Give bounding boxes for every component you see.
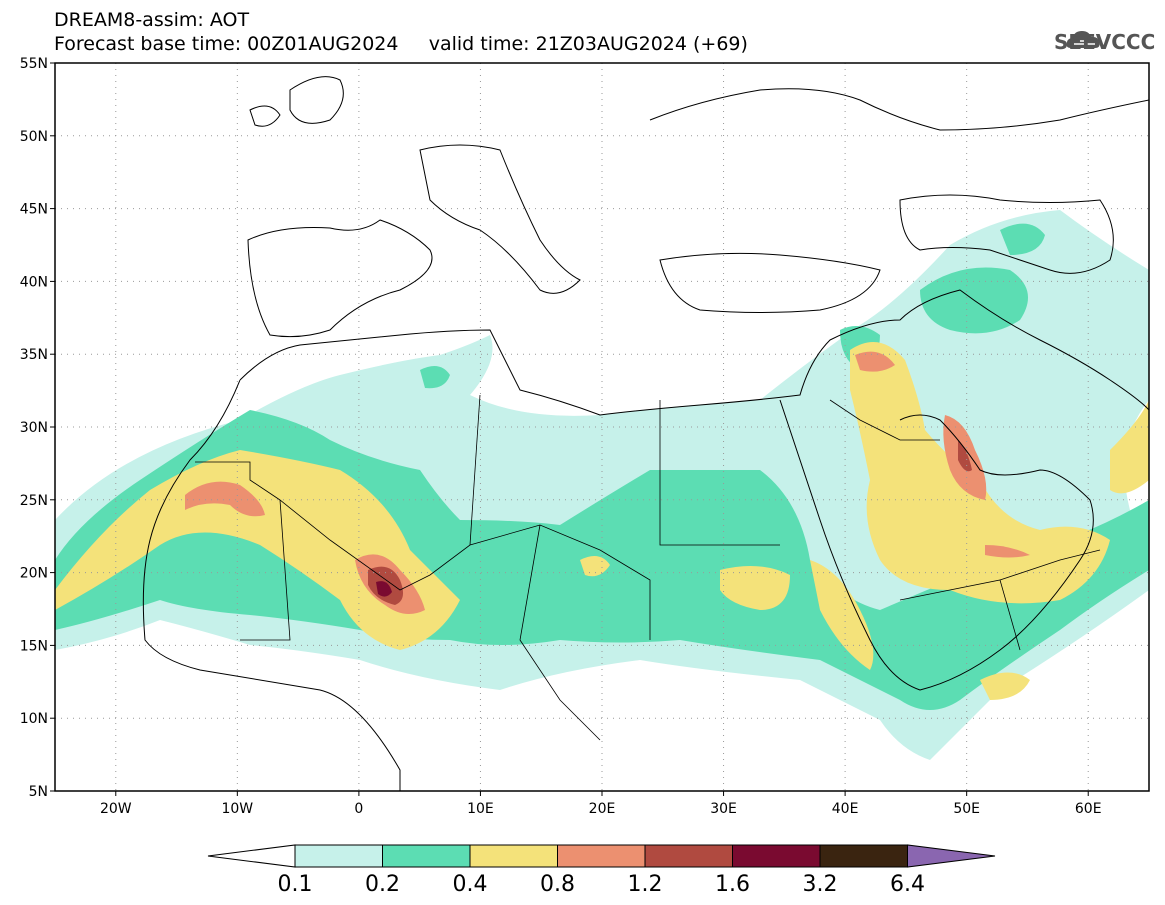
colorbar-under-arrow (207, 844, 296, 868)
colorbar-label: 0.2 (365, 872, 400, 897)
aot-level-0.4 (55, 342, 1149, 700)
lat-tick-label: 45N (20, 202, 48, 218)
colorbar-segment (644, 844, 733, 868)
lon-tick-label: 20E (589, 801, 616, 817)
lat-tick-label: 20N (20, 566, 48, 582)
aot-field (55, 210, 1149, 760)
colorbar: 0.1 0.2 0.4 0.8 1.2 1.6 3.2 6.4 (207, 844, 996, 897)
base-time: Forecast base time: 00Z01AUG2024 (54, 33, 399, 55)
colorbar-segment (294, 844, 383, 868)
lon-tick-label: 60E (1075, 801, 1102, 817)
time-info: Forecast base time: 00Z01AUG2024 valid t… (54, 34, 748, 54)
longitude-ticks: 20W 10W 0 10E 20E 30E 40E 50E 60E (100, 791, 1102, 817)
lat-tick-label: 15N (20, 638, 48, 654)
lat-tick-label: 40N (20, 274, 48, 290)
lon-tick-label: 0 (354, 801, 363, 817)
lat-tick-label: 5N (29, 784, 48, 800)
country-borders (195, 394, 1101, 741)
colorbar-segment (469, 844, 558, 868)
colorbar-over-arrow (907, 844, 996, 868)
lat-tick-label: 30N (20, 420, 48, 436)
lat-tick-label: 55N (20, 56, 48, 72)
colorbar-segment (557, 844, 646, 868)
lon-tick-label: 50E (953, 801, 980, 817)
lat-tick-label: 35N (20, 347, 48, 363)
lon-tick-label: 40E (832, 801, 859, 817)
lat-tick-label: 10N (20, 711, 48, 727)
latitude-ticks: 55N 50N 45N 40N 35N 30N 25N 20N 15N 10N 5N (20, 56, 55, 800)
colorbar-segment (382, 844, 471, 868)
colorbar-label: 3.2 (803, 872, 838, 897)
colorbar-label: 6.4 (890, 872, 925, 897)
colorbar-segment (819, 844, 908, 868)
lon-tick-label: 10W (221, 801, 253, 817)
aot-level-1.6 (376, 581, 392, 597)
lon-tick-label: 10E (467, 801, 494, 817)
lon-tick-label: 30E (710, 801, 737, 817)
coastlines (142, 76, 1149, 791)
colorbar-label: 1.2 (628, 872, 663, 897)
map-grid (55, 63, 1149, 791)
colorbar-label: 0.1 (278, 872, 313, 897)
valid-time: valid time: 21Z03AUG2024 (+69) (428, 33, 748, 55)
lon-tick-label: 20W (100, 801, 132, 817)
colorbar-label: 1.6 (715, 872, 750, 897)
lat-tick-label: 25N (20, 493, 48, 509)
map-title: DREAM8-assim: AOT (54, 9, 250, 31)
logo-text: SEEVCCC (1054, 30, 1156, 54)
colorbar-label: 0.8 (540, 872, 575, 897)
colorbar-label: 0.4 (453, 872, 488, 897)
colorbar-segment (732, 844, 821, 868)
cloud-logo-icon (1066, 31, 1100, 48)
lat-tick-label: 50N (20, 129, 48, 145)
